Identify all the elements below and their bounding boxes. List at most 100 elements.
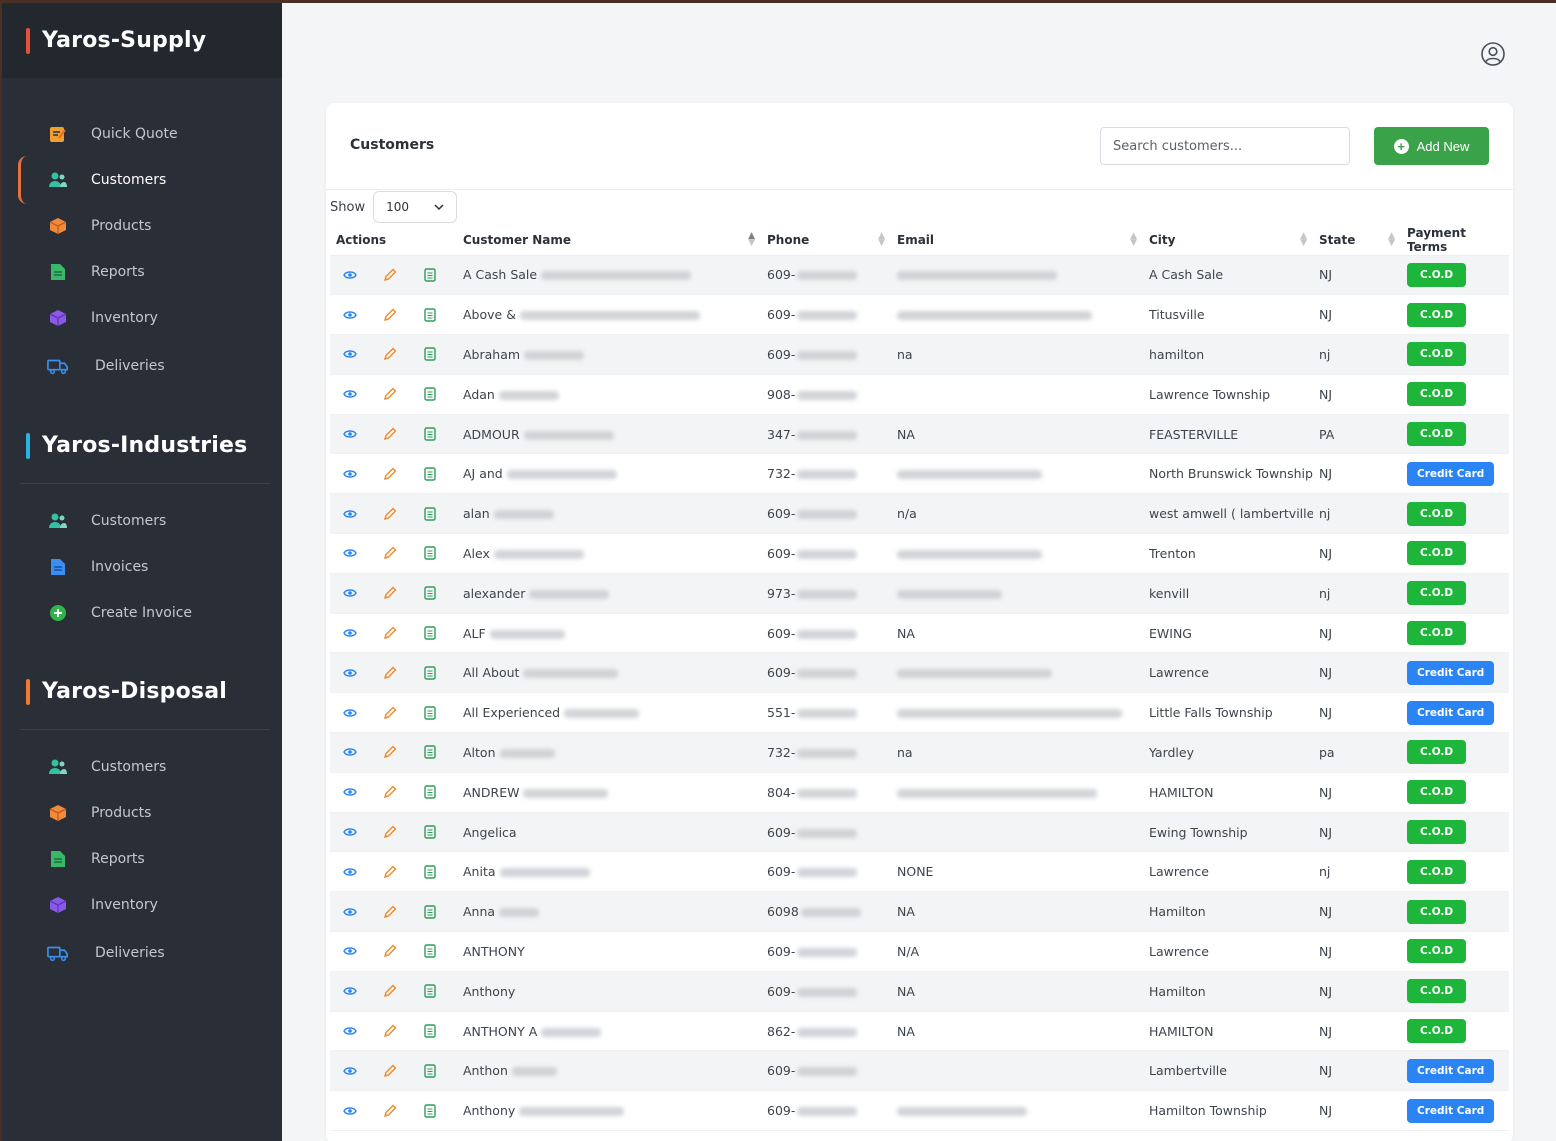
brand-yaros-industries[interactable]: Yaros-Industries <box>2 408 282 483</box>
edit-pencil-icon[interactable] <box>370 666 410 680</box>
document-icon[interactable] <box>410 1064 450 1078</box>
edit-pencil-icon[interactable] <box>370 546 410 560</box>
edit-pencil-icon[interactable] <box>370 308 410 322</box>
document-icon[interactable] <box>410 1024 450 1038</box>
sidebar-item-quick-quote[interactable]: Quick Quote <box>2 114 282 154</box>
view-eye-icon[interactable] <box>330 588 370 598</box>
sidebar-item-inventory[interactable]: Inventory <box>2 885 282 925</box>
column-header-customer-name[interactable]: Customer Name ▲ ▼ <box>457 225 761 256</box>
table-row[interactable]: ANTHONY A 862- NA HAMILTON NJ C.O.D <box>330 1011 1509 1052</box>
document-icon[interactable] <box>410 347 450 362</box>
sidebar-item-reports[interactable]: Reports <box>2 839 282 879</box>
document-icon[interactable] <box>410 984 450 998</box>
view-eye-icon[interactable] <box>330 1026 370 1036</box>
view-eye-icon[interactable] <box>330 509 370 519</box>
edit-pencil-icon[interactable] <box>370 745 410 759</box>
sort-icon[interactable]: ▲ ▼ <box>1130 231 1137 248</box>
edit-pencil-icon[interactable] <box>370 507 410 521</box>
sidebar-item-customers[interactable]: Customers <box>2 747 282 787</box>
table-row[interactable]: ANTHONY 609- N/A Lawrence NJ C.O.D <box>330 931 1509 972</box>
view-eye-icon[interactable] <box>330 867 370 877</box>
view-eye-icon[interactable] <box>330 907 370 917</box>
edit-pencil-icon[interactable] <box>370 706 410 720</box>
view-eye-icon[interactable] <box>330 1066 370 1076</box>
document-icon[interactable] <box>410 626 450 640</box>
view-eye-icon[interactable] <box>330 270 370 280</box>
document-icon[interactable] <box>410 427 450 441</box>
edit-pencil-icon[interactable] <box>370 268 410 282</box>
edit-pencil-icon[interactable] <box>370 347 410 361</box>
table-row[interactable]: AJ and 732- North Brunswick Township NJ Cred… <box>330 453 1509 495</box>
view-eye-icon[interactable] <box>330 389 370 399</box>
edit-pencil-icon[interactable] <box>370 1064 410 1078</box>
brand-yaros-supply[interactable]: Yaros-Supply <box>2 3 282 78</box>
sidebar-item-products[interactable]: Products <box>2 793 282 833</box>
view-eye-icon[interactable] <box>330 1106 370 1116</box>
document-icon[interactable] <box>410 506 450 521</box>
table-row[interactable]: A Cash Sale 609- A Cash Sale NJ C.O.D <box>330 255 1509 296</box>
table-row[interactable]: alan 609- n/a west amwell ( lambertville) nj… <box>330 493 1509 535</box>
view-eye-icon[interactable] <box>330 747 370 757</box>
sidebar-item-deliveries[interactable]: Deliveries <box>2 933 282 973</box>
table-row[interactable]: Angelica 609- Ewing Township NJ C.O.D <box>330 812 1509 853</box>
page-size-select[interactable]: 100 <box>373 191 458 223</box>
sort-icon[interactable]: ▲ ▼ <box>748 231 755 248</box>
edit-pencil-icon[interactable] <box>370 626 410 640</box>
add-new-button[interactable]: + Add New <box>1374 127 1489 165</box>
table-row[interactable]: Anthony 609- NA Hamilton NJ C.O.D <box>330 971 1509 1012</box>
document-icon[interactable] <box>410 467 450 481</box>
table-row[interactable]: Anita 609- NONE Lawrence nj C.O.D <box>330 851 1509 893</box>
table-row[interactable]: ADMOUR 347- NA FEASTERVILLE PA C.O.D <box>330 414 1509 455</box>
document-icon[interactable] <box>410 745 450 760</box>
edit-pencil-icon[interactable] <box>370 387 410 401</box>
document-icon[interactable] <box>410 944 450 959</box>
sidebar-item-inventory[interactable]: Inventory <box>2 298 282 338</box>
user-circle-icon[interactable] <box>1480 41 1506 67</box>
sidebar-item-customers[interactable]: Customers <box>2 156 282 204</box>
table-row[interactable]: ALF 609- NA EWING NJ C.O.D <box>330 613 1509 654</box>
document-icon[interactable] <box>410 785 450 799</box>
table-row[interactable]: All Experienced 551- Little Falls Township… <box>330 692 1509 734</box>
table-row[interactable]: Anna 6098 NA Hamilton NJ C.O.D <box>330 891 1509 933</box>
view-eye-icon[interactable] <box>330 708 370 718</box>
sidebar-item-reports[interactable]: Reports <box>2 252 282 292</box>
view-eye-icon[interactable] <box>330 548 370 558</box>
view-eye-icon[interactable] <box>330 310 370 320</box>
edit-pencil-icon[interactable] <box>370 1104 410 1118</box>
sort-icon[interactable]: ▲ ▼ <box>878 231 885 248</box>
document-icon[interactable] <box>410 705 450 720</box>
sidebar-item-create-invoice[interactable]: Create Invoice <box>2 593 282 633</box>
view-eye-icon[interactable] <box>330 349 370 359</box>
table-row[interactable]: Alex 609- Trenton NJ C.O.D <box>330 533 1509 574</box>
sidebar-item-invoices[interactable]: Invoices <box>2 547 282 587</box>
sort-icon[interactable]: ▲ ▼ <box>1300 231 1307 248</box>
document-icon[interactable] <box>410 546 450 561</box>
edit-pencil-icon[interactable] <box>370 427 410 441</box>
table-row[interactable]: alexander 973- kenvill nj C.O.D <box>330 573 1509 614</box>
document-icon[interactable] <box>410 307 450 322</box>
brand-yaros-disposal[interactable]: Yaros-Disposal <box>2 654 282 729</box>
table-row[interactable]: Anthon 609- Lambertville NJ Credit Card <box>330 1050 1509 1092</box>
edit-pencil-icon[interactable] <box>370 984 410 998</box>
sort-icon[interactable]: ▲ ▼ <box>1388 231 1395 248</box>
table-row[interactable]: ANDREW 804- HAMILTON NJ C.O.D <box>330 772 1509 813</box>
edit-pencil-icon[interactable] <box>370 467 410 481</box>
document-icon[interactable] <box>410 387 450 401</box>
sidebar-item-customers[interactable]: Customers <box>2 501 282 541</box>
table-row[interactable]: Alton 732- na Yardley pa C.O.D <box>330 732 1509 773</box>
sidebar-item-products[interactable]: Products <box>2 206 282 246</box>
document-icon[interactable] <box>410 865 450 879</box>
document-icon[interactable] <box>410 666 450 680</box>
table-row[interactable]: All About 609- Lawrence NJ Credit Card <box>330 652 1509 694</box>
document-icon[interactable] <box>410 268 450 282</box>
view-eye-icon[interactable] <box>330 986 370 996</box>
table-row[interactable]: Anthony 609- Hamilton Township NJ Credit Car… <box>330 1090 1509 1132</box>
edit-pencil-icon[interactable] <box>370 905 410 919</box>
document-icon[interactable] <box>410 586 450 600</box>
column-header-city[interactable]: City ▲ ▼ <box>1143 225 1313 256</box>
table-row[interactable]: Adan 908- Lawrence Township NJ C.O.D <box>330 374 1509 415</box>
column-header-state[interactable]: State ▲ ▼ <box>1313 225 1401 256</box>
view-eye-icon[interactable] <box>330 628 370 638</box>
edit-pencil-icon[interactable] <box>370 944 410 958</box>
view-eye-icon[interactable] <box>330 827 370 837</box>
